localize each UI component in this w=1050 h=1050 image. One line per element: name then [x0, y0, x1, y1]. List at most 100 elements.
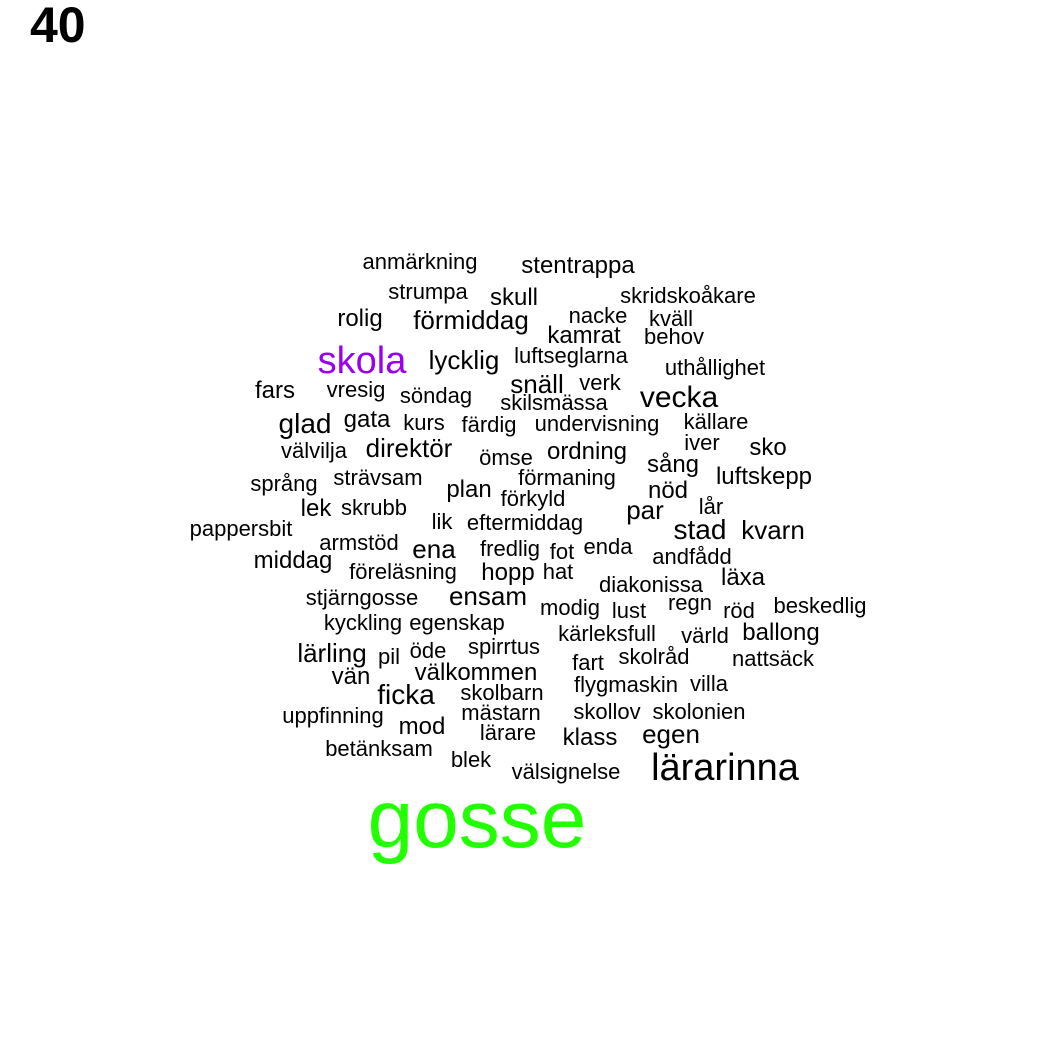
cloud-word: lycklig	[428, 345, 500, 375]
cloud-word: kyckling	[323, 610, 403, 635]
cloud-word: lärare	[479, 720, 537, 745]
page-number: 40	[30, 0, 86, 53]
cloud-word: välvilja	[280, 438, 348, 463]
cloud-word: stjärngosse	[305, 585, 419, 610]
cloud-word: kamrat	[547, 322, 621, 349]
cloud-word: skola	[317, 340, 407, 382]
cloud-word: välkommen	[414, 659, 538, 686]
cloud-word: uthållighet	[664, 355, 766, 380]
cloud-word: värld	[681, 623, 729, 648]
cloud-word: pappersbit	[189, 516, 293, 541]
cloud-word: ficka	[377, 679, 435, 710]
cloud-word: modig	[540, 595, 600, 620]
cloud-word: förmaning	[518, 465, 616, 490]
cloud-word: skridskoåkare	[620, 283, 756, 308]
cloud-word: rolig	[337, 305, 383, 332]
cloud-word: middag	[253, 547, 333, 574]
cloud-word: stad	[673, 514, 727, 545]
cloud-word: undervisning	[534, 411, 660, 436]
cloud-word: kvarn	[741, 515, 805, 545]
cloud-word: hat	[542, 559, 574, 584]
cloud-word: strumpa	[388, 279, 468, 304]
cloud-word: vän	[331, 663, 371, 690]
cloud-word: egenskap	[409, 610, 505, 635]
cloud-word: läxa	[720, 564, 766, 591]
cloud-word: skollov	[573, 699, 641, 724]
cloud-word: diakonissa	[599, 572, 703, 597]
cloud-word: mästarn	[461, 700, 541, 725]
cloud-word: andfådd	[652, 544, 732, 569]
cloud-word: snäll	[510, 369, 564, 399]
cloud-word: skolonien	[652, 699, 746, 724]
cloud-word: enda	[583, 534, 633, 559]
cloud-word: lår	[698, 494, 724, 519]
cloud-word: behov	[644, 324, 704, 349]
cloud-word: par	[626, 495, 664, 525]
cloud-word: betänksam	[325, 736, 433, 761]
cloud-word: förmiddag	[413, 305, 529, 335]
cloud-word: källare	[683, 409, 749, 434]
cloud-word: klass	[562, 724, 618, 751]
cloud-word: skull	[489, 284, 539, 311]
cloud-word: plan	[446, 476, 492, 503]
cloud-word: nacke	[568, 303, 628, 328]
cloud-word: nöd	[647, 477, 689, 504]
cloud-word: ballong	[742, 619, 820, 646]
cloud-word: direktör	[365, 433, 453, 463]
cloud-word: skilsmässa	[500, 390, 608, 415]
cloud-word: fart	[572, 650, 604, 675]
cloud-word: ordning	[546, 438, 628, 465]
cloud-word: skrubb	[340, 495, 408, 520]
cloud-word: glad	[278, 408, 332, 439]
cloud-word: lek	[300, 495, 332, 522]
cloud-word: röd	[723, 598, 755, 623]
cloud-word: kärleksfull	[558, 621, 656, 646]
cloud-word: flygmaskin	[574, 672, 678, 697]
cloud-word: stentrappa	[521, 252, 635, 279]
cloud-word: spirrtus	[467, 634, 541, 659]
cloud-word: lik	[431, 509, 453, 534]
cloud-word: armstöd	[319, 530, 399, 555]
cloud-word: skolråd	[618, 644, 690, 669]
cloud-word: anmärkning	[362, 249, 478, 274]
cloud-word: fredlig	[480, 536, 540, 561]
cloud-word: kväll	[648, 306, 694, 331]
cloud-word: sång	[646, 451, 700, 478]
cloud-word: söndag	[399, 383, 473, 408]
cloud-word: ensam	[448, 581, 528, 611]
cloud-word: gata	[343, 406, 391, 433]
cloud-word: nattsäck	[732, 646, 814, 671]
cloud-word: luftseglarna	[514, 343, 628, 368]
cloud-word: gosse	[367, 774, 587, 865]
cloud-word: iver	[684, 430, 720, 455]
cloud-word: förkyld	[500, 486, 566, 511]
cloud-word: hopp	[481, 559, 535, 586]
cloud-word: eftermiddag	[466, 510, 584, 535]
cloud-word: mod	[398, 713, 446, 740]
cloud-word: uppfinning	[282, 703, 384, 728]
cloud-word: lärarinna	[651, 747, 799, 789]
cloud-word: verk	[579, 370, 621, 395]
cloud-word: färdig	[461, 412, 517, 437]
cloud-word: beskedlig	[773, 593, 867, 618]
cloud-word: pil	[377, 644, 401, 669]
cloud-word: ena	[412, 534, 456, 564]
cloud-word: välsignelse	[511, 759, 621, 784]
cloud-word: egen	[642, 719, 700, 749]
cloud-word: öde	[409, 638, 447, 663]
cloud-word: skolbarn	[460, 680, 544, 705]
cloud-word: fot	[549, 539, 575, 564]
cloud-word: lust	[611, 598, 647, 623]
cloud-word: regn	[667, 590, 713, 615]
cloud-word: kurs	[403, 410, 445, 435]
cloud-word: ömse	[479, 445, 533, 470]
cloud-word: vresig	[326, 377, 386, 402]
cloud-word: strävsam	[333, 465, 423, 490]
cloud-word: fars	[254, 377, 296, 404]
cloud-word: luftskepp	[715, 463, 813, 490]
cloud-word: blek	[450, 747, 492, 772]
cloud-word: språng	[250, 471, 318, 496]
cloud-word: lärling	[297, 638, 367, 668]
